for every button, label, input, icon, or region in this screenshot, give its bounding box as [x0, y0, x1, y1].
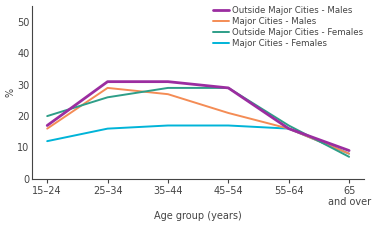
Major Cities - Males — [166, 93, 170, 96]
Major Cities - Females — [347, 152, 352, 155]
Outside Major Cities - Males — [347, 149, 352, 152]
Major Cities - Males — [347, 152, 352, 155]
Outside Major Cities - Females — [287, 124, 291, 127]
Line: Outside Major Cities - Males: Outside Major Cities - Males — [47, 82, 349, 151]
Major Cities - Males — [105, 86, 110, 89]
Major Cities - Males — [226, 112, 231, 114]
Outside Major Cities - Males — [105, 80, 110, 83]
Major Cities - Females — [105, 127, 110, 130]
Major Cities - Males — [45, 127, 50, 130]
Legend: Outside Major Cities - Males, Major Cities - Males, Outside Major Cities - Femal: Outside Major Cities - Males, Major Citi… — [213, 6, 363, 48]
Line: Outside Major Cities - Females: Outside Major Cities - Females — [47, 88, 349, 157]
Major Cities - Females — [166, 124, 170, 127]
Major Cities - Females — [45, 140, 50, 143]
Y-axis label: %: % — [6, 88, 15, 97]
Outside Major Cities - Males — [166, 80, 170, 83]
Outside Major Cities - Females — [105, 96, 110, 99]
Line: Major Cities - Males: Major Cities - Males — [47, 88, 349, 154]
Line: Major Cities - Females: Major Cities - Females — [47, 126, 349, 154]
Major Cities - Females — [287, 127, 291, 130]
Outside Major Cities - Males — [226, 86, 231, 89]
Outside Major Cities - Females — [45, 115, 50, 117]
Major Cities - Males — [287, 127, 291, 130]
Outside Major Cities - Females — [226, 86, 231, 89]
Outside Major Cities - Males — [45, 124, 50, 127]
Major Cities - Females — [226, 124, 231, 127]
Outside Major Cities - Females — [166, 86, 170, 89]
Outside Major Cities - Males — [287, 127, 291, 130]
Outside Major Cities - Females — [347, 155, 352, 158]
X-axis label: Age group (years): Age group (years) — [154, 211, 242, 222]
